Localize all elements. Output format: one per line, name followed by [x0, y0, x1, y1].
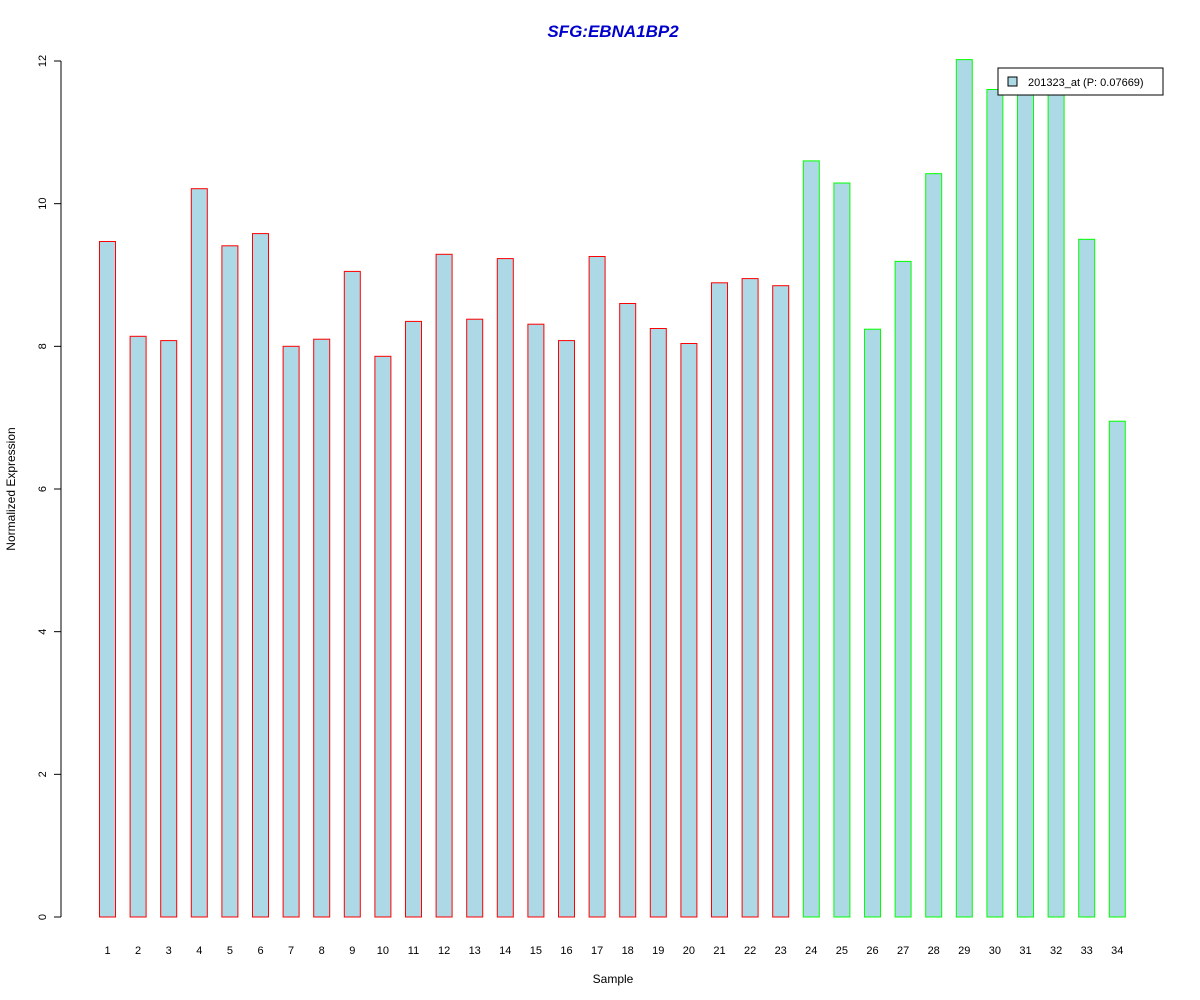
x-tick-label: 22 — [744, 945, 756, 957]
bar — [772, 285, 790, 918]
bar — [160, 340, 178, 918]
legend-box — [997, 67, 1164, 96]
x-tick-label: 30 — [989, 945, 1001, 957]
x-tick-label: 16 — [560, 945, 572, 957]
x-tick-label: 20 — [683, 945, 695, 957]
x-axis-ticks: 1 2 3 4 5 6 7 8 9 10 11 12 13 14 15 16 17 18 19 20 21 22 23 24 2… — [104, 945, 1123, 957]
x-tick-label: 8 — [319, 945, 325, 957]
bar — [282, 345, 300, 918]
x-tick-label: 21 — [713, 945, 725, 957]
x-axis-label: Sample — [593, 972, 634, 986]
x-tick-label: 32 — [1050, 945, 1062, 957]
x-tick-label: 6 — [257, 945, 263, 957]
y-tick-label: 12 — [37, 55, 49, 67]
y-tick-label: 0 — [37, 914, 49, 920]
bar — [496, 258, 514, 918]
chart-title: SFG:EBNA1BP2 — [547, 22, 679, 41]
bar — [680, 343, 698, 918]
bar — [925, 173, 943, 918]
legend: 201323_at (P: 0.07669) — [997, 67, 1164, 96]
x-tick-label: 24 — [805, 945, 817, 957]
x-tick-label: 27 — [897, 945, 909, 957]
x-tick-label: 18 — [622, 945, 634, 957]
bar — [252, 233, 269, 918]
legend-swatch — [1007, 76, 1018, 87]
bar — [129, 335, 147, 918]
x-tick-label: 4 — [196, 945, 202, 957]
bar — [343, 270, 361, 918]
x-tick-label: 7 — [288, 945, 294, 957]
bar — [588, 256, 606, 918]
bar — [405, 320, 422, 918]
x-tick-label: 19 — [652, 945, 664, 957]
x-tick-label: 34 — [1111, 945, 1123, 957]
bar — [1047, 89, 1065, 918]
bar — [864, 328, 881, 918]
x-tick-label: 26 — [866, 945, 878, 957]
bar — [99, 241, 116, 918]
x-tick-label: 5 — [227, 945, 233, 957]
x-tick-label: 33 — [1081, 945, 1093, 957]
y-tick-label: 8 — [37, 343, 49, 349]
bar — [527, 323, 545, 918]
x-tick-label: 14 — [499, 945, 511, 957]
x-tick-label: 13 — [469, 945, 481, 957]
legend-label: 201323_at (P: 0.07669) — [1028, 77, 1144, 89]
bar — [741, 278, 759, 918]
x-tick-label: 23 — [775, 945, 787, 957]
x-tick-label: 12 — [438, 945, 450, 957]
bar — [619, 303, 637, 918]
bar — [558, 340, 575, 918]
x-tick-label: 25 — [836, 945, 848, 957]
x-tick-label: 29 — [958, 945, 970, 957]
bar — [1108, 420, 1126, 918]
bar — [955, 59, 973, 918]
bar — [374, 355, 392, 918]
bar — [313, 338, 331, 918]
x-tick-label: 2 — [135, 945, 141, 957]
x-tick-label: 1 — [104, 945, 110, 957]
bar — [466, 318, 484, 918]
bar — [1017, 89, 1034, 918]
bar — [894, 260, 912, 918]
bar — [190, 188, 208, 918]
bar — [986, 89, 1004, 918]
bar — [802, 160, 820, 918]
y-tick-label: 10 — [37, 198, 49, 210]
x-tick-label: 15 — [530, 945, 542, 957]
bar — [711, 282, 728, 918]
bar — [649, 328, 667, 918]
y-tick-label: 4 — [37, 629, 49, 635]
x-tick-label: 3 — [166, 945, 172, 957]
bar — [833, 182, 851, 918]
x-tick-label: 31 — [1019, 945, 1031, 957]
bar — [435, 253, 453, 918]
y-tick-label: 2 — [37, 771, 49, 777]
x-tick-label: 9 — [349, 945, 355, 957]
x-tick-label: 10 — [377, 945, 389, 957]
x-tick-label: 28 — [928, 945, 940, 957]
y-tick-label: 6 — [37, 486, 49, 492]
bars — [99, 59, 1126, 918]
y-axis-label: Normalized Expression — [4, 427, 18, 550]
bar — [221, 245, 239, 918]
x-tick-label: 11 — [408, 945, 419, 957]
bar — [1078, 238, 1096, 918]
y-axis: 0 2 4 6 8 10 12 — [37, 55, 62, 920]
x-tick-label: 17 — [591, 945, 603, 957]
